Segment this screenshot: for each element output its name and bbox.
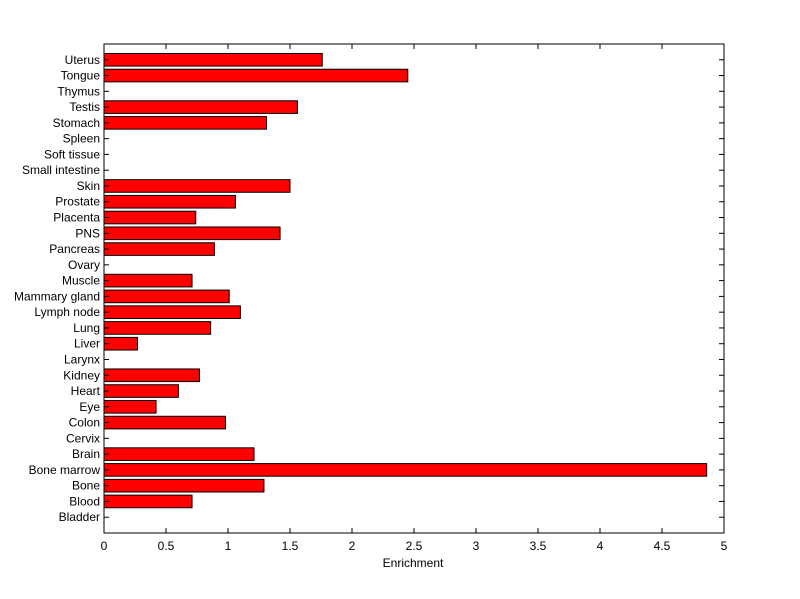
y-tick-label: Heart xyxy=(71,384,101,398)
bar-prostate xyxy=(103,194,236,209)
bar-heart xyxy=(103,384,179,398)
bar-lung xyxy=(103,321,212,335)
y-tick-label: Small intestine xyxy=(22,163,100,177)
bar-tongue xyxy=(103,68,409,83)
x-tick-label: 0.5 xyxy=(158,539,175,553)
y-tick-label: Bladder xyxy=(59,510,100,524)
y-tick-label: Eye xyxy=(79,400,100,414)
x-tick-label: 3 xyxy=(473,539,480,553)
y-tick-label: Prostate xyxy=(55,195,100,209)
x-tick-label: 0 xyxy=(101,539,108,553)
x-tick-label: 3.5 xyxy=(530,539,547,553)
x-axis-label: Enrichment xyxy=(383,556,444,570)
y-tick-label: Stomach xyxy=(53,116,100,130)
bar-eye xyxy=(103,399,157,414)
y-tick-label: Uterus xyxy=(65,53,100,67)
bar-brain xyxy=(103,447,255,461)
ticks-group xyxy=(103,44,725,533)
bar-colon xyxy=(103,415,227,430)
y-tick-label: Thymus xyxy=(57,84,100,98)
y-tick-label: PNS xyxy=(75,226,100,240)
y-tick-label: Testis xyxy=(69,100,100,114)
bar-placenta xyxy=(103,210,197,225)
x-tick-label: 5 xyxy=(721,539,728,553)
y-tick-label: Mammary gland xyxy=(14,289,100,303)
bar-testis xyxy=(103,100,298,114)
bar-bone-marrow xyxy=(103,463,708,477)
bar-pancreas xyxy=(103,242,215,256)
y-tick-label: Bone xyxy=(72,479,100,493)
y-tick-label: Ovary xyxy=(68,258,100,272)
y-tick-label: Skin xyxy=(77,179,100,193)
bar-stomach xyxy=(103,116,267,130)
y-tick-label: Larynx xyxy=(64,352,100,366)
y-tick-label: Lymph node xyxy=(34,305,100,319)
x-tick-label: 2.5 xyxy=(406,539,423,553)
x-tick-label: 2 xyxy=(349,539,356,553)
y-tick-label: Brain xyxy=(72,447,100,461)
y-tick-label: Spleen xyxy=(63,132,100,146)
y-tick-label: Blood xyxy=(69,494,100,508)
plot-frame xyxy=(103,43,725,534)
bar-mammary-gland xyxy=(103,289,230,304)
y-tick-label: Muscle xyxy=(62,274,100,288)
y-tick-label: Lung xyxy=(73,321,100,335)
bar-muscle xyxy=(103,273,193,288)
y-tick-label: Soft tissue xyxy=(44,147,100,161)
x-tick-labels: 0 0.5 1 1.5 2 2.5 3 3.5 4 4.5 5 xyxy=(101,539,728,553)
bar-skin xyxy=(103,179,291,193)
y-tick-label: Placenta xyxy=(53,211,100,225)
bar-lymph-node xyxy=(103,305,241,319)
bar-bone xyxy=(103,478,265,493)
y-tick-label: Pancreas xyxy=(49,242,100,256)
bar-kidney xyxy=(103,368,200,383)
x-tick-label: 1.5 xyxy=(282,539,299,553)
y-tick-label: Colon xyxy=(69,416,100,430)
x-tick-label: 1 xyxy=(225,539,232,553)
bar-pns xyxy=(103,226,281,241)
bar-liver xyxy=(103,336,138,351)
x-tick-label: 4.5 xyxy=(654,539,671,553)
bar-blood xyxy=(103,494,193,509)
y-tick-label: Bone marrow xyxy=(29,463,101,477)
x-tick-label: 4 xyxy=(597,539,604,553)
y-tick-label: Kidney xyxy=(63,368,100,382)
y-tick-label: Tongue xyxy=(61,69,101,83)
bar-uterus xyxy=(103,52,323,67)
y-tick-label: Cervix xyxy=(66,431,100,445)
y-tick-label: Liver xyxy=(74,337,100,351)
